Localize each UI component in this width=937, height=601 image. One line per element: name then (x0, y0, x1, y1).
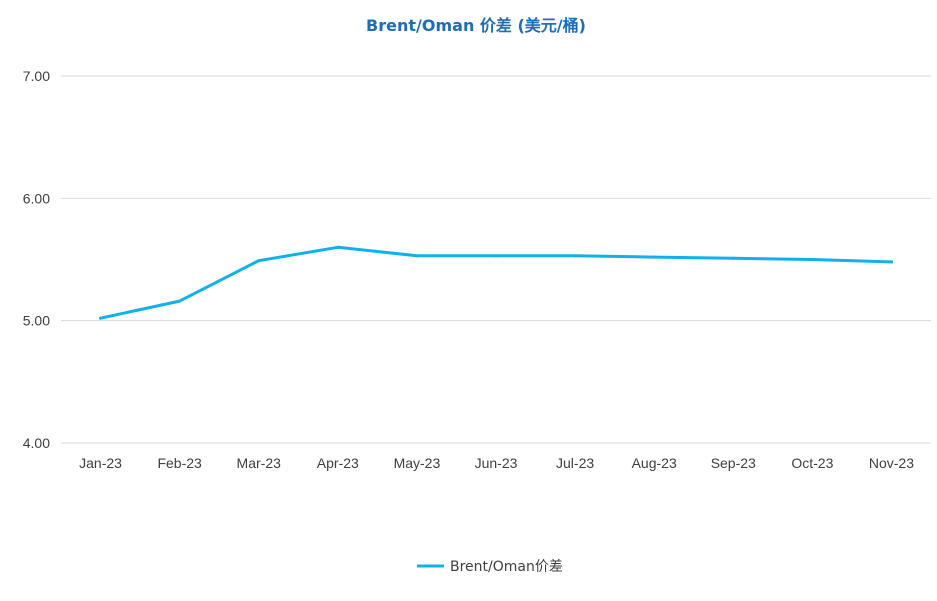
y-tick-label: 4.00 (23, 435, 50, 451)
y-tick-label: 7.00 (23, 68, 50, 84)
x-tick-label: Nov-23 (869, 455, 914, 471)
chart-title: Brent/Oman 价差 (美元/桶) (366, 16, 586, 35)
x-tick-label: Apr-23 (317, 455, 359, 471)
data-point (494, 254, 498, 258)
y-tick-label: 5.00 (23, 313, 50, 329)
x-tick-label: Feb-23 (157, 455, 202, 471)
x-tick-label: May-23 (394, 455, 441, 471)
data-point (731, 256, 735, 260)
data-point (889, 260, 893, 264)
x-tick-label: Mar-23 (237, 455, 282, 471)
y-axis-ticks: 4.00 5.00 6.00 7.00 (23, 68, 50, 451)
data-point (99, 316, 103, 320)
gridlines (61, 75, 931, 444)
series-layer (99, 245, 893, 320)
x-tick-label: Jan-23 (79, 455, 122, 471)
data-point (415, 254, 419, 258)
x-tick-label: Jun-23 (475, 455, 518, 471)
x-tick-label: Jul-23 (556, 455, 594, 471)
data-point (336, 245, 340, 249)
data-point (178, 299, 182, 303)
y-tick-label: 6.00 (23, 190, 50, 206)
data-point (573, 254, 577, 258)
x-axis-ticks: Jan-23 Feb-23 Mar-23 Apr-23 May-23 Jun-23 Jul-… (79, 455, 914, 471)
data-point (652, 255, 656, 259)
data-point (810, 258, 814, 261)
legend-label: Brent/Oman价差 (450, 559, 563, 575)
data-point (257, 259, 261, 263)
x-tick-label: Sep-23 (711, 455, 756, 471)
series-line-0 (99, 245, 893, 320)
x-tick-label: Aug-23 (632, 455, 677, 471)
x-tick-label: Oct-23 (791, 455, 833, 471)
legend: Brent/Oman价差 (417, 559, 563, 575)
